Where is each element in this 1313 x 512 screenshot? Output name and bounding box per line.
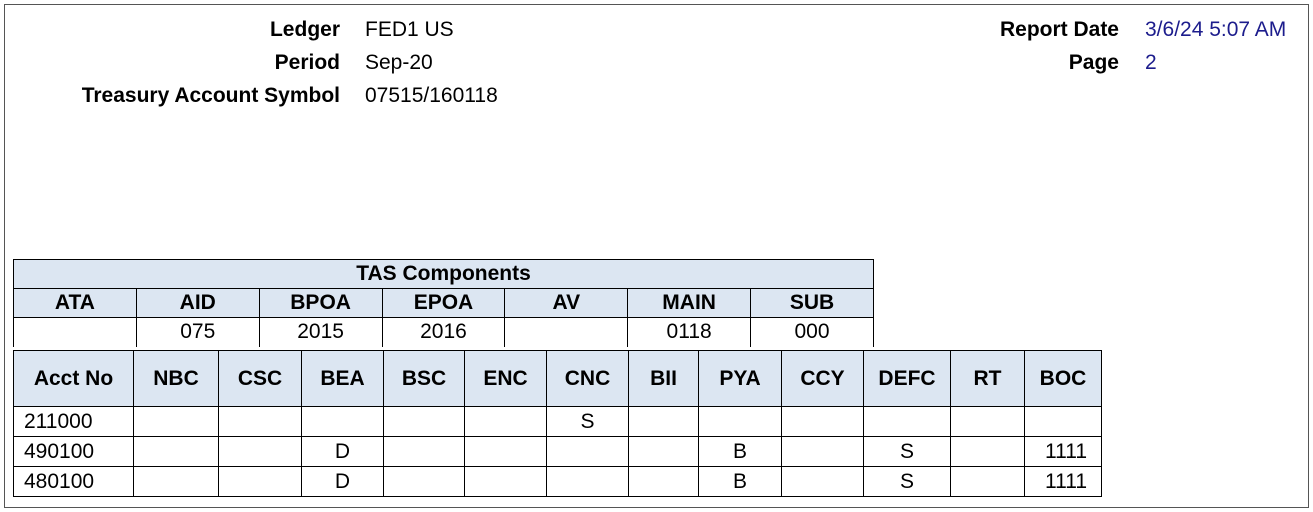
tas-value-av: [504, 317, 629, 347]
cell-boc: 1111: [1024, 466, 1102, 497]
cell-acct-no: 480100: [13, 466, 134, 497]
ledger-label: Ledger: [269, 18, 340, 41]
cell-defc: S: [863, 466, 951, 497]
column-header-rt: RT: [950, 350, 1025, 407]
column-header-nbc: NBC: [133, 350, 219, 407]
period-value: Sep-20: [365, 51, 433, 74]
cell-csc: [218, 466, 302, 497]
page-label: Page: [1068, 51, 1119, 74]
column-header-boc: BOC: [1024, 350, 1102, 407]
cell-bsc: [383, 436, 465, 467]
cell-ccy: [781, 406, 864, 437]
cell-acct-no: 490100: [13, 436, 134, 467]
cell-boc: [1024, 406, 1102, 437]
cell-bsc: [383, 466, 465, 497]
cell-nbc: [133, 406, 219, 437]
cell-bii: [628, 406, 699, 437]
table-row: 480100 D B S 1111: [13, 466, 1102, 497]
tas-column-header-epoa: EPOA: [381, 288, 506, 318]
column-header-defc: DEFC: [863, 350, 951, 407]
column-header-bii: BII: [628, 350, 699, 407]
tas-value: 07515/160118: [365, 84, 498, 107]
cell-defc: [863, 406, 951, 437]
tas-components-table: TAS Components ATA AID BPOA EPOA AV MAIN SUB 0…: [13, 259, 874, 347]
column-header-csc: CSC: [218, 350, 302, 407]
cell-nbc: [133, 466, 219, 497]
cell-enc: [464, 466, 547, 497]
cell-pya: B: [698, 466, 782, 497]
tas-column-header-sub: SUB: [750, 288, 874, 318]
cell-pya: [698, 406, 782, 437]
cell-bea: D: [301, 466, 384, 497]
page-value: 2: [1145, 51, 1157, 74]
tas-column-header-ata: ATA: [13, 288, 137, 318]
cell-cnc: S: [546, 406, 629, 437]
tas-value-epoa: 2016: [381, 317, 506, 347]
cell-bea: D: [301, 436, 384, 467]
tas-value-bpoa: 2015: [258, 317, 383, 347]
column-header-bsc: BSC: [383, 350, 465, 407]
table-row: 490100 D B S 1111: [13, 436, 1102, 467]
table-row: 211000 S: [13, 406, 1102, 437]
cell-bea: [301, 406, 384, 437]
cell-bsc: [383, 406, 465, 437]
cell-rt: [950, 406, 1025, 437]
cell-csc: [218, 406, 302, 437]
cell-nbc: [133, 436, 219, 467]
column-header-ccy: CCY: [781, 350, 864, 407]
accounts-table: Acct No NBC CSC BEA BSC ENC CNC BII PYA CCY DEFC RT…: [13, 350, 1102, 497]
cell-csc: [218, 436, 302, 467]
report-date-value: 3/6/24 5:07 AM: [1145, 18, 1287, 41]
tas-value-sub: 000: [750, 317, 874, 347]
cell-ccy: [781, 436, 864, 467]
column-header-bea: BEA: [301, 350, 384, 407]
cell-cnc: [546, 466, 629, 497]
period-label: Period: [274, 51, 340, 74]
tas-value-aid: 075: [135, 317, 260, 347]
cell-cnc: [546, 436, 629, 467]
report-frame: [4, 4, 1309, 508]
tas-components-title: TAS Components: [13, 259, 874, 289]
cell-enc: [464, 406, 547, 437]
column-header-enc: ENC: [464, 350, 547, 407]
tas-column-header-bpoa: BPOA: [258, 288, 383, 318]
cell-pya: B: [698, 436, 782, 467]
cell-acct-no: 211000: [13, 406, 134, 437]
report-date-label: Report Date: [999, 18, 1119, 41]
cell-bii: [628, 466, 699, 497]
tas-column-header-aid: AID: [135, 288, 260, 318]
column-header-cnc: CNC: [546, 350, 629, 407]
cell-enc: [464, 436, 547, 467]
tas-label: Treasury Account Symbol: [81, 84, 340, 107]
tas-value-main: 0118: [627, 317, 752, 347]
ledger-value: FED1 US: [365, 18, 454, 41]
column-header-pya: PYA: [698, 350, 782, 407]
cell-ccy: [781, 466, 864, 497]
tas-column-header-main: MAIN: [627, 288, 752, 318]
cell-rt: [950, 466, 1025, 497]
cell-defc: S: [863, 436, 951, 467]
column-header-acct-no: Acct No: [13, 350, 134, 407]
tas-value-ata: [13, 317, 137, 347]
cell-boc: 1111: [1024, 436, 1102, 467]
tas-column-header-av: AV: [504, 288, 629, 318]
cell-bii: [628, 436, 699, 467]
cell-rt: [950, 436, 1025, 467]
